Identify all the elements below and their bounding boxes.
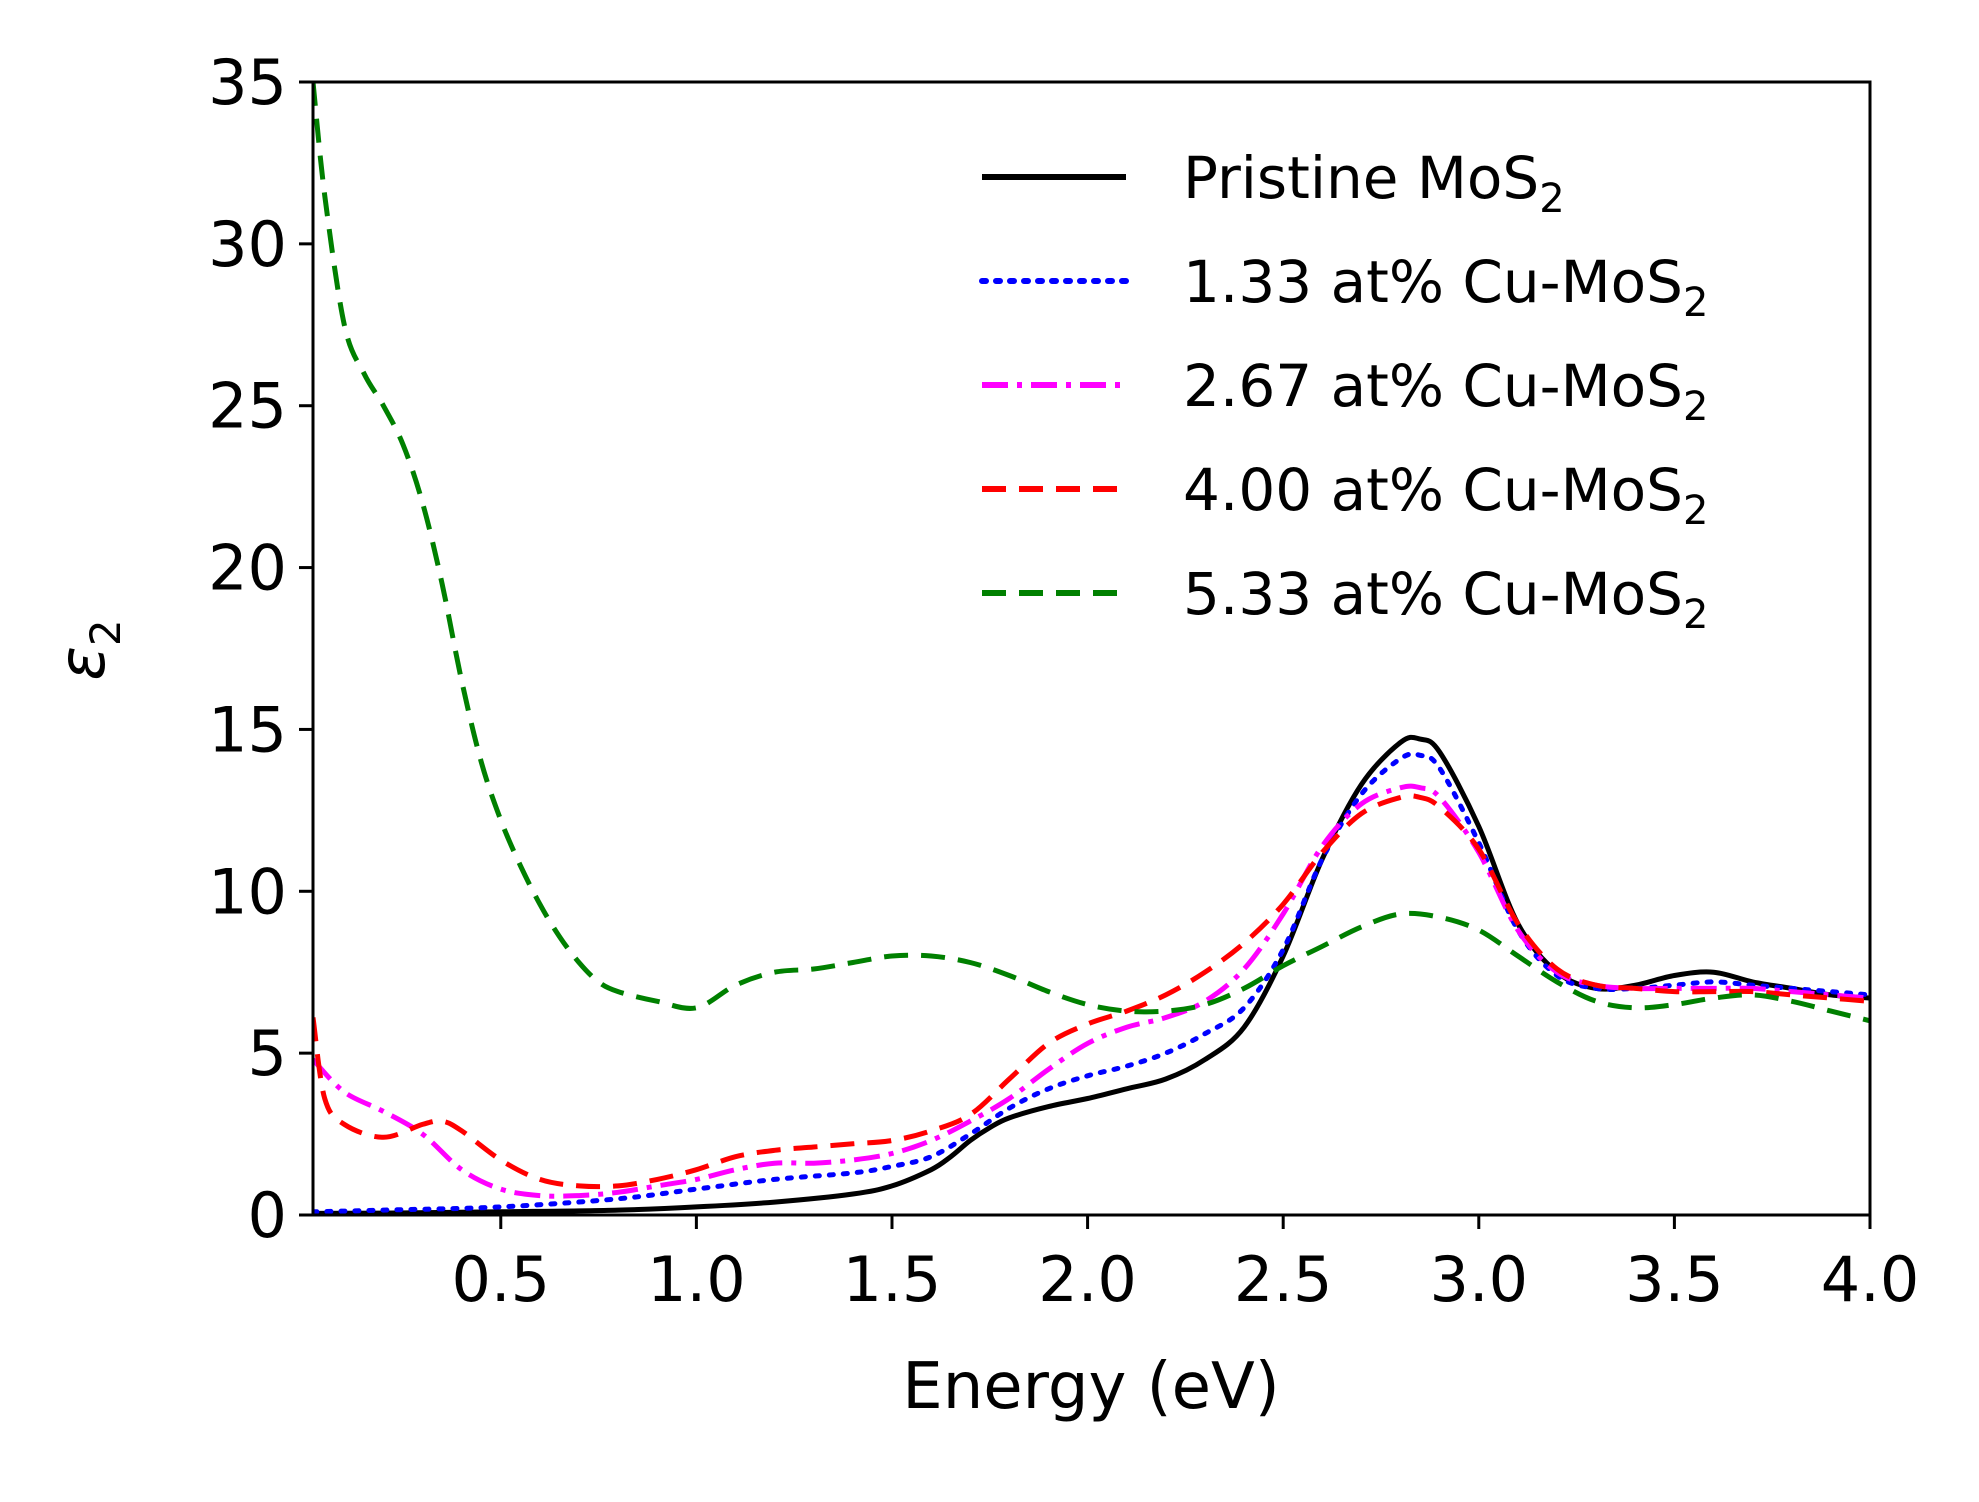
y-tick-label: 0: [248, 1179, 287, 1252]
y-tick-label: 35: [208, 46, 287, 119]
y-tick-label: 5: [248, 1017, 287, 1090]
x-tick-label: 1.5: [843, 1243, 942, 1316]
legend-label: 1.33 at% Cu-MoS2: [1183, 248, 1708, 326]
legend-label-subscript: 2: [1683, 384, 1708, 430]
legend-label-text: 2.67 at% Cu-MoS: [1183, 352, 1683, 420]
legend-label-text: 1.33 at% Cu-MoS: [1183, 248, 1683, 316]
y-axis-title-subscript: 2: [81, 619, 130, 646]
x-tick-label: 0.5: [451, 1243, 550, 1316]
y-tick-label: 20: [208, 532, 287, 605]
x-tick-label: 2.0: [1038, 1243, 1137, 1316]
legend-label-subscript: 2: [1683, 488, 1708, 534]
series-line-5: [313, 82, 1870, 1024]
ticks-layer: 0.5 1.0 1.5 2.0 2.5 3.0 3.5 4.0 0 5 10 15 20 25 30 35: [208, 46, 1919, 1316]
legend-label-subscript: 2: [1683, 592, 1708, 638]
legend-label-subscript: 2: [1683, 280, 1708, 326]
legend-label: 2.67 at% Cu-MoS2: [1183, 352, 1708, 430]
y-tick-label: 15: [208, 693, 287, 766]
plot-frame: [311, 80, 1872, 1217]
x-tick-label: 2.5: [1234, 1243, 1333, 1316]
y-axis-title-symbol: ε: [46, 646, 120, 681]
y-tick-label: 10: [208, 855, 287, 928]
x-axis-title: Energy (eV): [902, 1350, 1280, 1424]
y-tick-label: 30: [208, 208, 287, 281]
legend-label: 5.33 at% Cu-MoS2: [1183, 560, 1708, 638]
legend-label: Pristine MoS2: [1183, 144, 1565, 222]
y-tick-label: 25: [208, 370, 287, 443]
series-layer: [313, 82, 1870, 1215]
x-tick-label: 3.5: [1625, 1243, 1724, 1316]
x-tick-label: 4.0: [1821, 1243, 1920, 1316]
x-tick-label: 1.0: [647, 1243, 746, 1316]
legend-label: 4.00 at% Cu-MoS2: [1183, 456, 1708, 534]
legend-label-text: 4.00 at% Cu-MoS: [1183, 456, 1683, 524]
legend-label-text: 5.33 at% Cu-MoS: [1183, 560, 1683, 628]
series-line-4: [313, 793, 1870, 1190]
x-tick-label: 3.0: [1429, 1243, 1528, 1316]
y-axis-title: ε2: [46, 619, 130, 680]
legend-label-text: Pristine MoS: [1183, 144, 1539, 212]
legend-label-subscript: 2: [1539, 176, 1564, 222]
